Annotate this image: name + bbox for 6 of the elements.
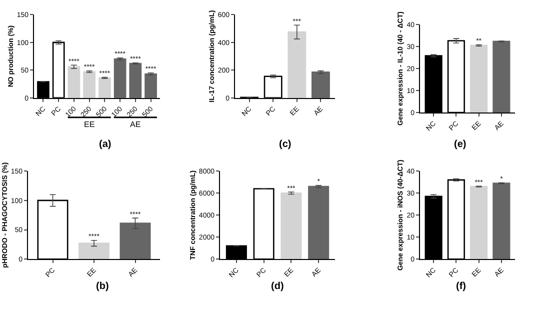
x-axis-title: (e) [454, 139, 466, 150]
x-axis-title: (f) [456, 281, 466, 292]
x-axis-title: (b) [96, 281, 109, 292]
x-axis-title: (d) [271, 281, 284, 292]
x-axis-title: (a) [99, 139, 112, 150]
x-axis-title: (c) [279, 139, 292, 150]
